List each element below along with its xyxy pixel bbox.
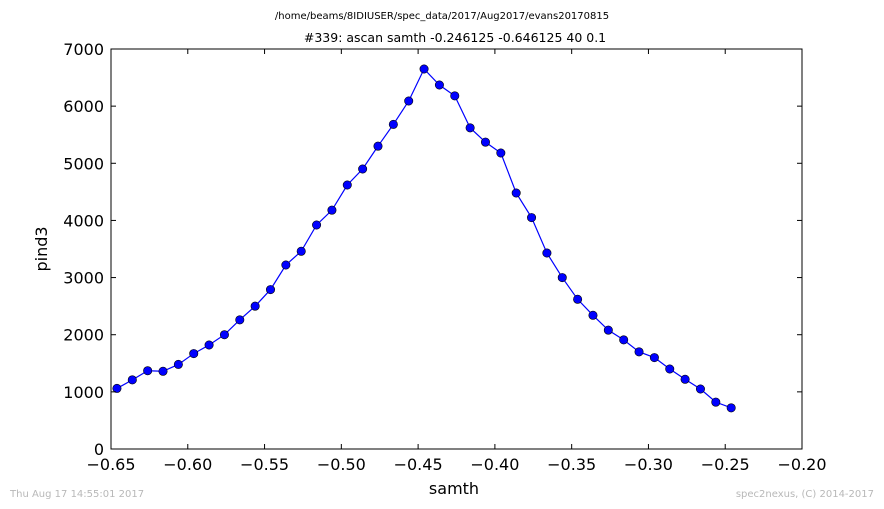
data-point: [726, 403, 736, 413]
data-point: [496, 148, 506, 158]
y-tick-label: 0: [94, 440, 104, 459]
series-line: [116, 67, 732, 409]
x-axis-label: samth: [429, 479, 479, 498]
data-point: [557, 273, 567, 283]
data-point: [173, 359, 183, 369]
data-point: [342, 180, 352, 190]
y-tick-label: 6000: [63, 97, 104, 116]
data-point: [634, 347, 644, 357]
data-point: [542, 248, 552, 258]
data-point: [465, 123, 475, 133]
data-point: [603, 325, 613, 335]
data-point: [127, 375, 137, 385]
data-point: [189, 349, 199, 359]
data-point: [358, 164, 368, 174]
data-point: [419, 64, 429, 74]
x-tick-label: −0.65: [86, 455, 135, 474]
data-point: [312, 220, 322, 230]
data-point: [266, 285, 276, 295]
data-point: [588, 310, 598, 320]
x-tick-label: −0.50: [317, 455, 366, 474]
chart-title: #339: ascan samth -0.246125 -0.646125 40…: [304, 30, 606, 45]
y-tick-label: 1000: [63, 383, 104, 402]
y-tick-label: 3000: [63, 269, 104, 288]
data-point: [204, 340, 214, 350]
data-point: [281, 260, 291, 270]
x-tick-label: −0.45: [394, 455, 443, 474]
data-point: [327, 205, 337, 215]
x-axis: −0.65 −0.60 −0.55 −0.50 −0.45 −0.40 −0.35 −0.30…: [86, 49, 827, 474]
plot-area: [110, 48, 803, 450]
y-tick-label: 7000: [63, 40, 104, 59]
y-tick-label: 2000: [63, 326, 104, 345]
x-tick-label: −0.35: [547, 455, 596, 474]
data-point: [235, 315, 245, 325]
data-point: [404, 96, 414, 106]
data-point: [373, 141, 383, 151]
data-point: [296, 246, 306, 256]
x-tick-label: −0.20: [777, 455, 826, 474]
x-tick-label: −0.25: [701, 455, 750, 474]
data-point: [143, 366, 153, 376]
data-point: [480, 137, 490, 147]
data-point: [158, 366, 168, 376]
data-point: [711, 397, 721, 407]
data-point: [680, 374, 690, 384]
data-point: [112, 383, 122, 393]
data-point: [219, 330, 229, 340]
data-point: [695, 384, 705, 394]
data-point: [250, 301, 260, 311]
data-point: [511, 188, 521, 198]
x-tick-label: −0.40: [470, 455, 519, 474]
data-point: [649, 353, 659, 363]
x-tick-label: −0.55: [240, 455, 289, 474]
data-point: [665, 364, 675, 374]
y-tick-label: 5000: [63, 154, 104, 173]
x-tick-label: −0.60: [163, 455, 212, 474]
data-point: [527, 213, 537, 223]
data-point: [619, 335, 629, 345]
y-axis: 0 1000 2000 3000 4000 5000 6000 7000: [63, 40, 802, 459]
data-point: [388, 119, 398, 129]
data-point: [450, 91, 460, 101]
y-axis-label: pind3: [32, 226, 51, 271]
data-point: [573, 294, 583, 304]
data-point: [434, 80, 444, 90]
footer-credit: spec2nexus, (C) 2014-2017: [735, 489, 874, 500]
plot-frame: [110, 48, 803, 450]
x-tick-label: −0.30: [624, 455, 673, 474]
chart-suptitle: /home/beams/8IDIUSER/spec_data/2017/Aug2…: [275, 11, 609, 22]
y-tick-label: 4000: [63, 211, 104, 230]
footer-timestamp: Thu Aug 17 14:55:01 2017: [10, 489, 145, 500]
